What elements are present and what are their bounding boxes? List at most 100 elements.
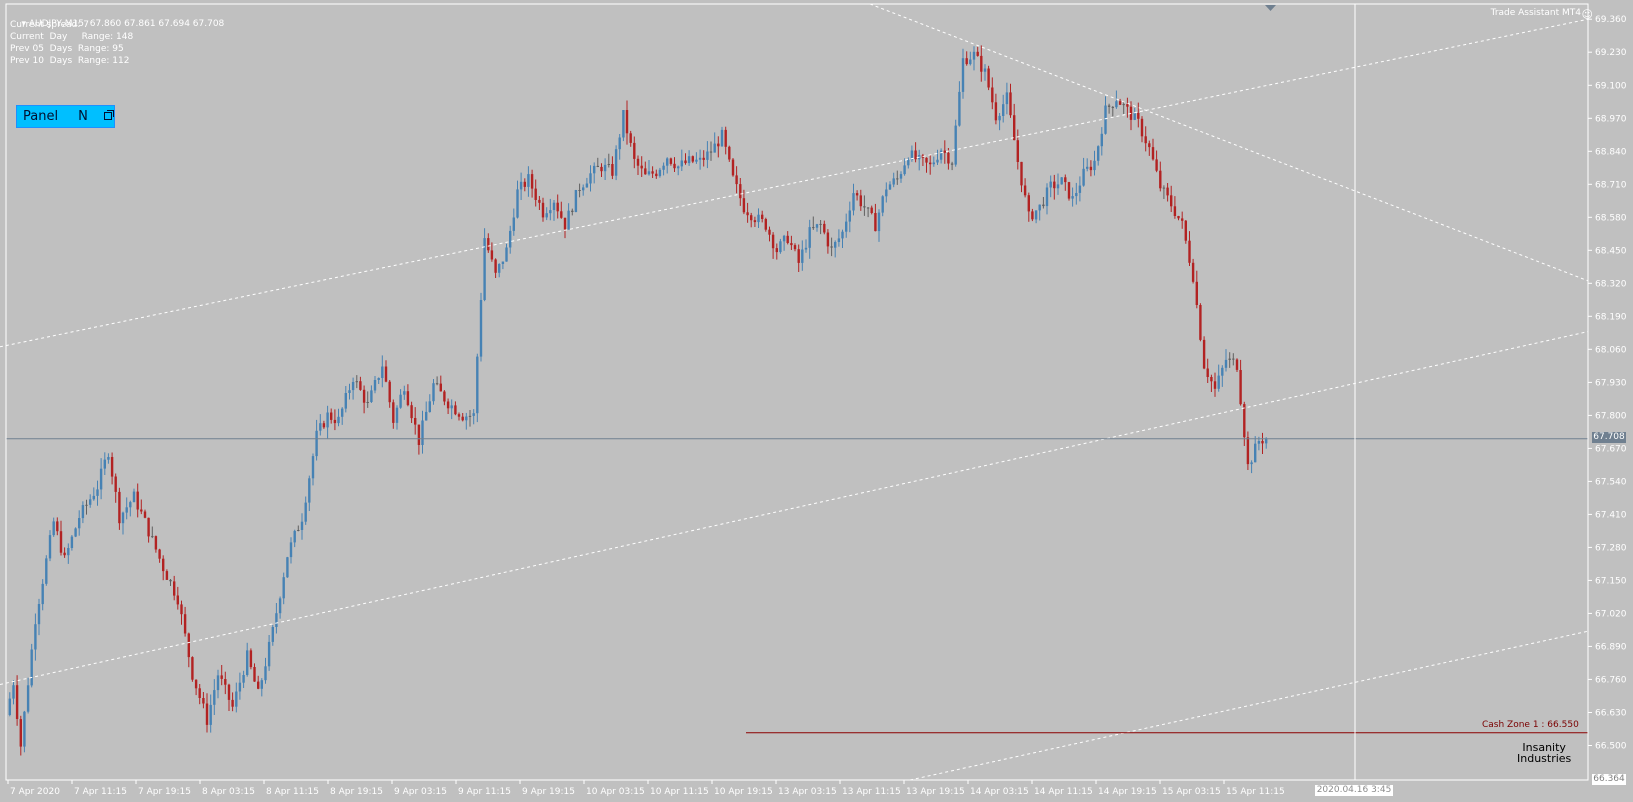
time-tick-label: 13 Apr 03:15 <box>778 787 837 797</box>
candle <box>768 226 771 242</box>
candle-body <box>603 164 607 172</box>
candle <box>308 475 311 511</box>
candle-body <box>479 300 483 357</box>
candle <box>377 377 380 384</box>
candle-body <box>614 149 618 176</box>
candle <box>56 517 59 536</box>
candle <box>1118 98 1122 105</box>
price-tick-label: 67.800 <box>1595 411 1627 421</box>
price-tick-label: 67.280 <box>1595 543 1627 553</box>
candle-body <box>1239 370 1242 405</box>
candle-body <box>246 650 249 675</box>
panel-button[interactable]: Panel N <box>16 105 115 128</box>
candle <box>300 513 304 540</box>
candle-body <box>1250 462 1253 465</box>
shift-marker-icon[interactable] <box>1265 5 1276 11</box>
candle-body <box>815 224 819 228</box>
candle-body <box>954 125 957 165</box>
candle <box>925 157 928 173</box>
candle-body <box>644 168 647 175</box>
candle-body <box>1202 339 1206 369</box>
candle <box>709 141 713 161</box>
candle-body <box>121 512 125 524</box>
candle-body <box>1115 101 1118 108</box>
candle-body <box>1016 140 1019 162</box>
candle <box>282 572 285 605</box>
candle-body <box>684 160 687 164</box>
candle-body <box>1104 105 1107 134</box>
trendline[interactable] <box>0 331 1589 685</box>
candle-body <box>972 51 976 60</box>
candle <box>446 398 450 414</box>
trendline[interactable] <box>869 3 1589 282</box>
candle <box>428 394 431 413</box>
candle-body <box>1155 159 1158 171</box>
candle-body <box>834 242 837 248</box>
candle-body <box>896 178 899 180</box>
candle-body <box>388 381 391 403</box>
candle <box>819 220 822 235</box>
trendline[interactable] <box>0 18 1589 348</box>
candle <box>483 228 486 302</box>
candle-body <box>85 504 88 506</box>
restore-icon[interactable] <box>103 109 114 120</box>
candle <box>523 178 526 192</box>
candle-body <box>549 210 552 214</box>
trendline[interactable] <box>909 630 1589 781</box>
candle-body <box>311 456 315 479</box>
candle-body <box>1100 133 1103 147</box>
candle <box>950 161 954 171</box>
candle-body <box>253 667 256 682</box>
candle-body <box>220 675 223 679</box>
candle <box>1093 150 1096 176</box>
candle-body <box>341 408 344 417</box>
candle <box>151 526 154 539</box>
time-tick-label: 7 Apr 11:15 <box>74 787 127 797</box>
candle-body <box>1075 193 1078 197</box>
candle <box>191 656 194 682</box>
candle-body <box>1159 170 1162 189</box>
candle <box>107 453 110 464</box>
candle-body <box>1002 104 1005 116</box>
candle <box>202 692 205 709</box>
candle <box>23 710 26 753</box>
candle <box>1016 129 1019 170</box>
candle <box>103 452 106 475</box>
candle-body <box>435 383 439 385</box>
candle-body <box>713 143 716 153</box>
chevron-down-icon[interactable]: ▾ <box>21 19 29 29</box>
candle-body <box>151 536 154 538</box>
candle <box>410 401 413 423</box>
candle <box>278 596 282 619</box>
candle <box>739 178 742 206</box>
candle <box>728 145 731 162</box>
candle-body <box>633 142 636 159</box>
candle <box>227 683 231 711</box>
candle-body <box>731 159 735 176</box>
candle <box>1217 364 1220 392</box>
candle-body <box>925 157 928 163</box>
candle-body <box>23 711 26 747</box>
candle <box>1049 175 1052 198</box>
candle-body <box>26 685 30 712</box>
candle <box>1162 185 1166 199</box>
candle <box>969 51 972 66</box>
candle-body <box>994 102 998 121</box>
chart-frame <box>5 3 1589 781</box>
candle <box>1221 365 1224 387</box>
candle <box>845 213 848 238</box>
candle <box>121 511 125 535</box>
candle-body <box>841 231 844 239</box>
symbol-header[interactable]: ▾ AUDJPY,M15 67.860 67.861 67.694 67.708 <box>10 6 224 42</box>
candle <box>238 672 242 700</box>
candle-body <box>790 243 793 246</box>
candle <box>362 385 366 414</box>
candle <box>501 261 505 270</box>
candle <box>257 675 260 690</box>
candle <box>143 509 147 519</box>
smiley-icon[interactable]: ☺ <box>1581 8 1593 21</box>
candle-body <box>563 217 567 230</box>
candle <box>92 487 95 501</box>
